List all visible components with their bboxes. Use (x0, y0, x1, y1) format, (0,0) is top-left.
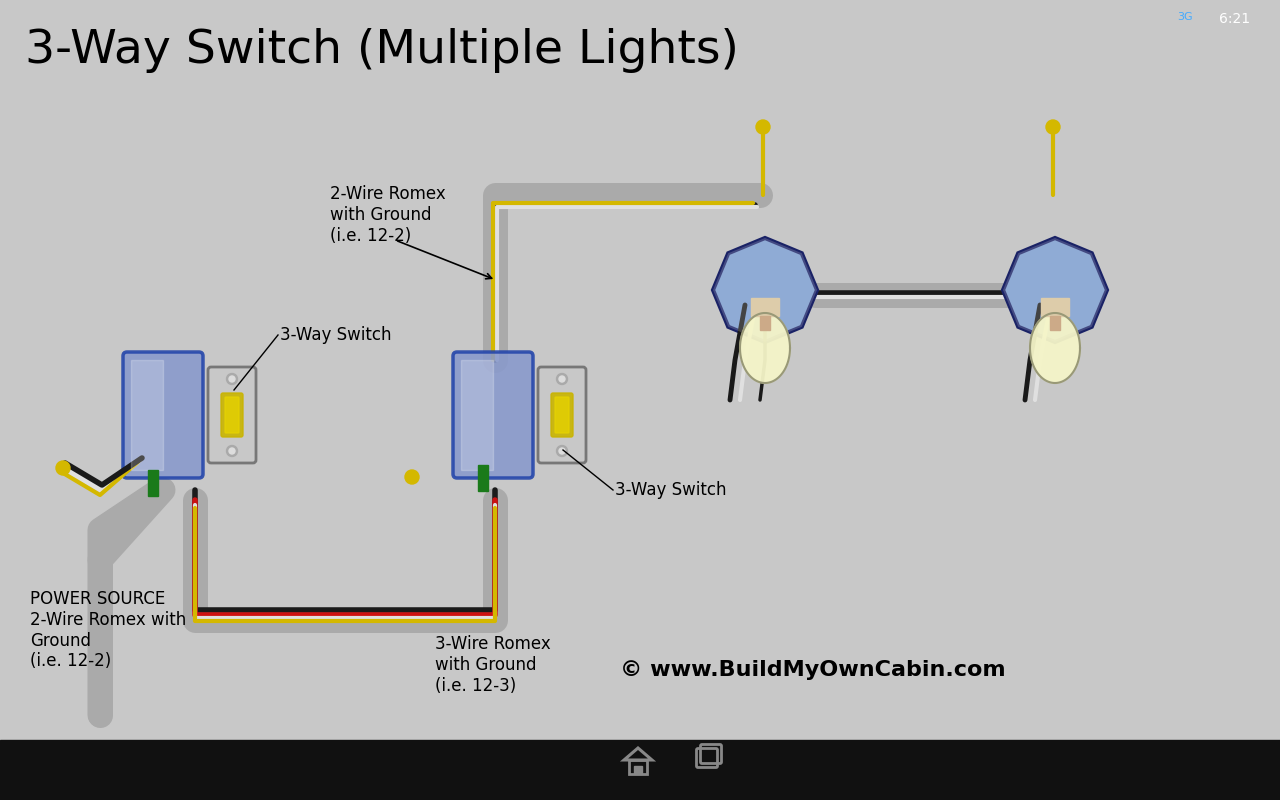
FancyBboxPatch shape (550, 393, 573, 437)
Polygon shape (1004, 238, 1107, 342)
FancyBboxPatch shape (221, 393, 243, 437)
Text: 3-Wire Romex
with Ground
(i.e. 12-3): 3-Wire Romex with Ground (i.e. 12-3) (435, 635, 550, 694)
Text: 3-Way Switch: 3-Way Switch (280, 326, 392, 344)
Bar (131, 360, 163, 470)
FancyBboxPatch shape (556, 397, 570, 433)
Circle shape (227, 374, 238, 385)
Bar (628, 760, 646, 774)
Circle shape (559, 376, 564, 382)
Circle shape (229, 376, 236, 382)
FancyBboxPatch shape (123, 352, 204, 478)
Bar (751, 298, 780, 316)
Polygon shape (740, 313, 790, 383)
Circle shape (229, 448, 236, 454)
FancyBboxPatch shape (207, 367, 256, 463)
Text: 2-Wire Romex
with Ground
(i.e. 12-2): 2-Wire Romex with Ground (i.e. 12-2) (330, 185, 445, 245)
FancyBboxPatch shape (225, 397, 239, 433)
Bar (477, 465, 488, 491)
Bar (634, 766, 643, 774)
Text: 3-Way Switch (Multiple Lights): 3-Way Switch (Multiple Lights) (26, 28, 739, 73)
FancyBboxPatch shape (453, 352, 532, 478)
Polygon shape (713, 238, 817, 342)
Bar (0, 740, 1280, 800)
Bar (1050, 316, 1060, 330)
Circle shape (559, 448, 564, 454)
Circle shape (557, 446, 567, 457)
Bar (148, 470, 157, 496)
Circle shape (404, 470, 419, 484)
Circle shape (1046, 120, 1060, 134)
Text: POWER SOURCE
2-Wire Romex with
Ground
(i.e. 12-2): POWER SOURCE 2-Wire Romex with Ground (i… (29, 590, 187, 670)
Polygon shape (713, 238, 817, 342)
Text: 3-Way Switch: 3-Way Switch (614, 481, 727, 499)
Polygon shape (1030, 313, 1080, 383)
Circle shape (756, 120, 771, 134)
Text: © www.BuildMyOwnCabin.com: © www.BuildMyOwnCabin.com (620, 660, 1006, 680)
Circle shape (56, 461, 70, 475)
Circle shape (227, 446, 238, 457)
Bar (760, 316, 771, 330)
Polygon shape (1004, 238, 1107, 342)
Circle shape (557, 374, 567, 385)
Text: 3G: 3G (1178, 12, 1193, 22)
Text: 6:21: 6:21 (1220, 12, 1251, 26)
Bar (461, 360, 493, 470)
FancyBboxPatch shape (538, 367, 586, 463)
Bar (1041, 298, 1069, 316)
